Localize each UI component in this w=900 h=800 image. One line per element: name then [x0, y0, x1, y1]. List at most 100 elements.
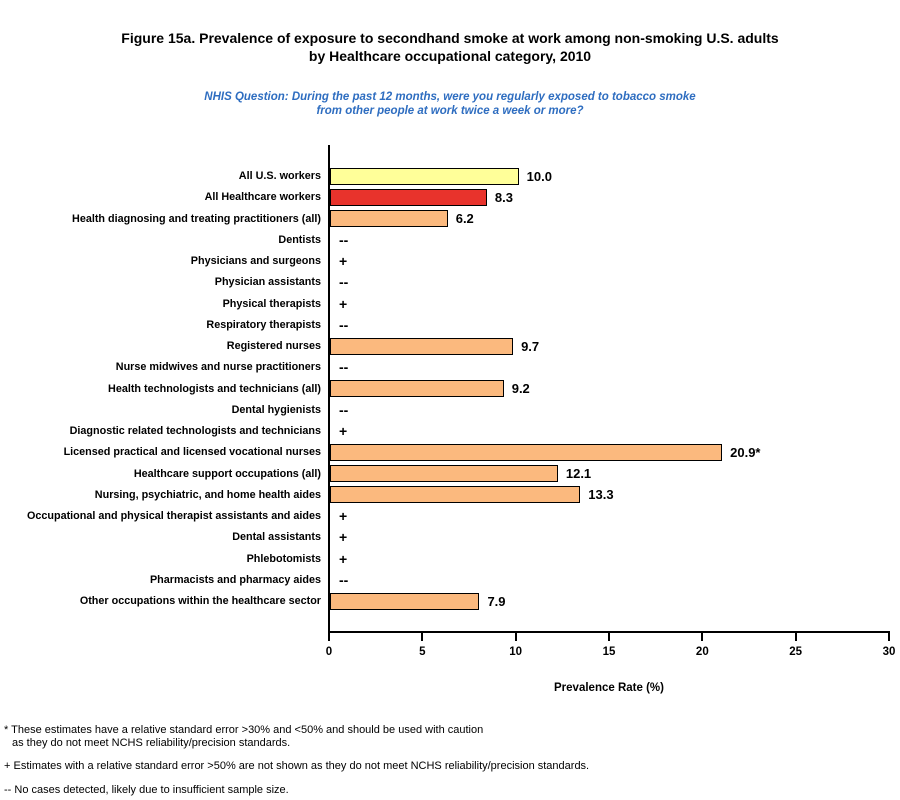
bar-zone: + — [330, 297, 347, 311]
category-label: Other occupations within the healthcare … — [79, 595, 321, 607]
chart-row: Diagnostic related technologists and tec… — [0, 420, 900, 441]
nhis-question-subtitle: NHIS Question: During the past 12 months… — [0, 90, 900, 118]
chart-row: Dental hygienists -- — [0, 399, 900, 420]
value-label: 9.2 — [511, 381, 530, 396]
footnote-star-line2: as they do not meet NCHS reliability/pre… — [12, 737, 291, 750]
bar-zone: 6.2 — [330, 210, 474, 227]
suppression-symbol: + — [339, 529, 348, 546]
suppression-symbol: -- — [339, 231, 349, 248]
category-label: Phlebotomists — [246, 552, 321, 565]
x-axis-tick-label: 30 — [882, 646, 896, 658]
x-axis-tick — [328, 633, 330, 641]
x-axis-tick-label: 25 — [789, 646, 803, 658]
x-axis-tick — [888, 633, 890, 641]
bar-zone: + — [330, 254, 347, 268]
bar — [330, 167, 519, 185]
footnote-plus: + Estimates with a relative standard err… — [4, 760, 590, 773]
x-axis-tick — [514, 633, 517, 641]
value-label: 7.9 — [487, 593, 506, 609]
chart-row: All U.S. workers 10.0 — [0, 165, 900, 186]
x-axis-tick-label: 0 — [325, 646, 333, 658]
category-label: Dental assistants — [232, 531, 321, 544]
bar-zone: + — [330, 552, 347, 566]
bar-zone: -- — [330, 316, 349, 333]
suppression-symbol: -- — [339, 316, 349, 333]
chart-row: All Healthcare workers 8.3 — [0, 187, 900, 208]
bar-zone: -- — [330, 231, 349, 248]
value-label: 13.3 — [588, 487, 614, 503]
bar-zone: -- — [330, 401, 349, 418]
value-label: 10.0 — [526, 168, 552, 184]
chart-row: Physical therapists + — [0, 293, 900, 314]
chart-row: Health technologists and technicians (al… — [0, 378, 900, 399]
chart-row: Licensed practical and licensed vocation… — [0, 442, 900, 463]
x-axis-line — [328, 631, 890, 633]
suppression-symbol: -- — [339, 401, 349, 418]
bar-zone: 9.7 — [330, 337, 540, 355]
category-label: Dental hygienists — [231, 403, 321, 416]
bar — [330, 188, 487, 206]
category-label: Diagnostic related technologists and tec… — [69, 425, 321, 437]
nhis-question-line1: NHIS Question: During the past 12 months… — [204, 91, 696, 103]
bar-zone: + — [330, 529, 348, 546]
y-axis-line — [328, 145, 330, 633]
bar — [330, 380, 504, 397]
chart-row: Physicians and surgeons + — [0, 250, 900, 271]
category-label: All U.S. workers — [238, 170, 321, 182]
bar — [330, 210, 448, 227]
x-axis-title: Prevalence Rate (%) — [554, 682, 664, 694]
bar-zone: 7.9 — [330, 592, 506, 610]
chart-row: Nurse midwives and nurse practitioners -- — [0, 357, 900, 378]
category-label: Respiratory therapists — [206, 318, 321, 331]
suppression-symbol: -- — [339, 274, 349, 291]
bar-zone: 20.9* — [330, 443, 761, 461]
chart-row: Registered nurses 9.7 — [0, 335, 900, 356]
bar — [330, 337, 514, 355]
chart-row: Pharmacists and pharmacy aides -- — [0, 569, 900, 590]
chart-row: Occupational and physical therapist assi… — [0, 505, 900, 526]
chart-row: Dentists -- — [0, 229, 900, 250]
category-label: All Healthcare workers — [204, 191, 321, 204]
footnote-dash: -- No cases detected, likely due to insu… — [4, 783, 289, 796]
x-axis-tick — [794, 633, 797, 641]
category-label: Dentists — [278, 233, 321, 246]
category-label: Health diagnosing and treating practitio… — [72, 212, 321, 225]
category-label: Nursing, psychiatric, and home health ai… — [94, 488, 321, 501]
bar — [330, 486, 581, 504]
x-axis-tick — [421, 633, 424, 641]
suppression-symbol: -- — [339, 359, 349, 376]
x-axis-tick — [701, 633, 704, 641]
chart-rows: All U.S. workers 10.0 All Healthcare worke… — [0, 145, 900, 632]
chart-row: Phlebotomists + — [0, 548, 900, 569]
bar-zone: 13.3 — [330, 486, 614, 504]
value-label: 8.3 — [494, 189, 513, 205]
category-label: Occupational and physical therapist assi… — [26, 510, 321, 522]
x-axis-tick-label: 10 — [509, 646, 523, 658]
value-label: 12.1 — [565, 466, 592, 481]
bar-zone: -- — [330, 274, 349, 291]
bar-zone: -- — [330, 571, 349, 588]
category-label: Licensed practical and licensed vocation… — [63, 446, 321, 459]
footnotes: * These estimates have a relative standa… — [4, 724, 896, 797]
x-axis-tick-label: 15 — [602, 646, 616, 658]
x-axis-tick-label: 20 — [695, 646, 709, 658]
value-label: 6.2 — [455, 211, 474, 226]
suppression-symbol: + — [339, 423, 348, 439]
x-axis-tick — [608, 633, 610, 641]
category-label: Registered nurses — [226, 340, 321, 352]
bar-zone: 10.0 — [330, 167, 552, 185]
category-label: Physicians and surgeons — [190, 255, 321, 267]
bar-zone: -- — [330, 359, 349, 376]
category-label: Physician assistants — [214, 276, 321, 289]
category-label: Health technologists and technicians (al… — [108, 382, 321, 395]
suppression-symbol: -- — [339, 571, 349, 588]
chart-row: Other occupations within the healthcare … — [0, 590, 900, 611]
value-label: 9.7 — [521, 338, 540, 354]
category-label: Pharmacists and pharmacy aides — [149, 573, 321, 586]
chart-row: Dental assistants + — [0, 527, 900, 548]
x-axis-tick-label: 5 — [419, 646, 426, 658]
bar — [330, 443, 723, 461]
value-label: 20.9* — [730, 444, 761, 460]
figure-title-line1: Figure 15a. Prevalence of exposure to se… — [121, 30, 779, 46]
chart-row: Health diagnosing and treating practitio… — [0, 208, 900, 229]
